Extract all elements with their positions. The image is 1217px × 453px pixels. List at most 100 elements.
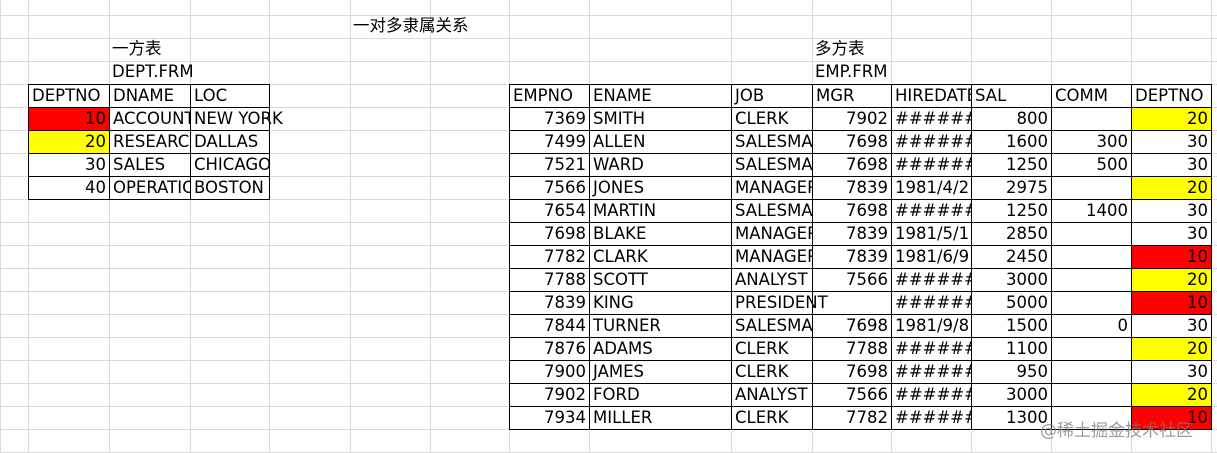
- cell-text: ######: [895, 293, 972, 312]
- cell: 7698: [509, 222, 590, 246]
- cell: 7839: [509, 291, 590, 315]
- cell-text: ALLEN: [593, 132, 646, 151]
- cell-text: DEPT.FRM: [112, 62, 194, 81]
- header-cell: COMM: [1051, 84, 1132, 108]
- cell: 7902: [509, 383, 590, 407]
- cell-text: 2450: [1006, 247, 1048, 266]
- cell-text: MGR: [816, 86, 855, 105]
- cell-text: 10: [85, 109, 106, 128]
- cell-text: DEPTNO: [1135, 86, 1204, 105]
- cell-text: DALLAS: [194, 132, 259, 151]
- cell: 1981/6/9: [891, 245, 972, 269]
- cell-text: 7839: [846, 247, 888, 266]
- cell: ######: [891, 268, 972, 292]
- table-caption: 多方表: [812, 38, 892, 62]
- cell: MANAGER: [731, 222, 813, 246]
- cell-text: 5000: [1006, 293, 1048, 312]
- table-name: DEPT.FRM: [109, 61, 194, 85]
- cell-text: DEPTNO: [32, 86, 101, 105]
- cell-text: 7839: [846, 178, 888, 197]
- cell: 7521: [509, 153, 590, 177]
- header-cell: DEPTNO: [28, 84, 110, 108]
- grid-line: [0, 15, 1217, 16]
- cell: [1051, 337, 1132, 361]
- cell-text: ENAME: [593, 86, 652, 105]
- cell-text: CLERK: [735, 408, 789, 427]
- cell: CLERK: [731, 107, 813, 131]
- cell-text: 1400: [1086, 201, 1128, 220]
- cell: ######: [891, 360, 972, 384]
- cell: FORD: [589, 383, 732, 407]
- cell-text: 1981/9/8: [895, 316, 970, 335]
- cell-text: OPERATIONS: [113, 178, 190, 197]
- cell-text: 7934: [544, 408, 586, 427]
- cell-text: 3000: [1006, 270, 1048, 289]
- cell: ######: [891, 199, 972, 223]
- cell: ALLEN: [589, 130, 732, 154]
- cell-text: 一对多隶属关系: [353, 16, 469, 35]
- cell-text: EMPNO: [513, 86, 573, 105]
- cell: CLARK: [589, 245, 732, 269]
- cell-text: 7698: [846, 155, 888, 174]
- cell: MARTIN: [589, 199, 732, 223]
- cell: 7839: [812, 222, 892, 246]
- cell: JONES: [589, 176, 732, 200]
- cell-text: BOSTON: [194, 178, 264, 197]
- grid-line: [0, 61, 1217, 62]
- header-cell: MGR: [812, 84, 892, 108]
- cell-text: SALES: [113, 155, 166, 174]
- cell: 20: [1131, 268, 1212, 292]
- cell-text: ######: [895, 408, 972, 427]
- cell: 1100: [971, 337, 1052, 361]
- cell: 7566: [509, 176, 590, 200]
- cell: CLERK: [731, 360, 813, 384]
- cell-text: 20: [1187, 270, 1208, 289]
- cell-text: 1250: [1006, 155, 1048, 174]
- cell-text: WARD: [593, 155, 644, 174]
- cell-text: 20: [1187, 385, 1208, 404]
- cell-text: CHICAGO: [194, 155, 272, 174]
- table-name: EMP.FRM: [812, 61, 892, 85]
- cell-text: LOC: [194, 86, 228, 105]
- cell: SMITH: [589, 107, 732, 131]
- cell-text: ######: [895, 339, 972, 358]
- cell-text: EMP.FRM: [815, 62, 888, 81]
- cell: [1051, 383, 1132, 407]
- cell: [1051, 245, 1132, 269]
- cell-text: ######: [895, 201, 972, 220]
- cell: MANAGER: [731, 176, 813, 200]
- cell-text: ADAMS: [593, 339, 653, 358]
- cell-text: ######: [895, 385, 972, 404]
- header-cell: ENAME: [589, 84, 732, 108]
- cell: ACCOUNTING: [109, 107, 191, 131]
- cell-text: 1600: [1006, 132, 1048, 151]
- cell: 7839: [812, 176, 892, 200]
- cell: [1051, 107, 1132, 131]
- cell: 30: [1131, 222, 1212, 246]
- cell: SCOTT: [589, 268, 732, 292]
- cell-text: 7876: [544, 339, 586, 358]
- cell-text: 3000: [1006, 385, 1048, 404]
- cell: MANAGER: [731, 245, 813, 269]
- cell-text: MANAGER: [735, 178, 813, 197]
- cell: 10: [1131, 291, 1212, 315]
- cell: 7788: [812, 337, 892, 361]
- cell-text: BLAKE: [593, 224, 647, 243]
- cell-text: 10: [1187, 293, 1208, 312]
- cell-text: MANAGER: [735, 247, 813, 266]
- header-cell: LOC: [190, 84, 270, 108]
- cell: SALESMAN: [731, 199, 813, 223]
- cell: 7369: [509, 107, 590, 131]
- cell: 7499: [509, 130, 590, 154]
- cell-text: 7566: [544, 178, 586, 197]
- cell-text: NEW YORK: [194, 109, 283, 128]
- cell: SALESMAN: [731, 130, 813, 154]
- cell: CLERK: [731, 337, 813, 361]
- cell: 300: [1051, 130, 1132, 154]
- cell: 30: [1131, 360, 1212, 384]
- cell-text: JONES: [593, 178, 645, 197]
- grid-line: [269, 0, 270, 453]
- cell: 1500: [971, 314, 1052, 338]
- cell-text: ######: [895, 270, 972, 289]
